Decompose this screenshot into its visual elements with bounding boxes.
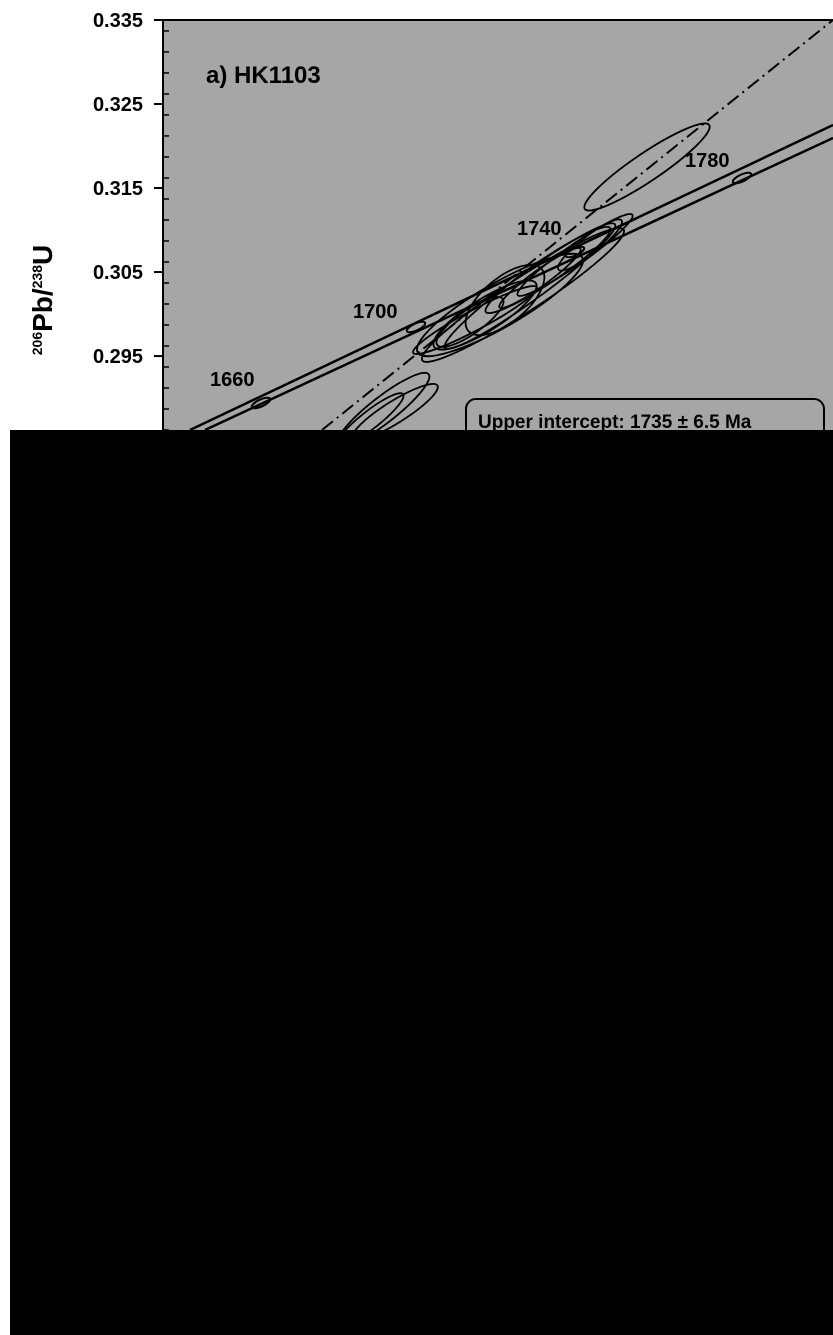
y-ticks: 0.335 0.325 0.315 0.305 0.295 bbox=[93, 10, 169, 431]
age-marker-1700 bbox=[405, 320, 427, 334]
y-label-isotope-238: 238 bbox=[29, 265, 45, 289]
y-tick-label: 0.315 bbox=[93, 178, 143, 200]
y-tick-label: 0.305 bbox=[93, 262, 143, 284]
error-ellipse bbox=[583, 122, 711, 212]
age-marker-1780 bbox=[731, 171, 753, 185]
age-label-1700: 1700 bbox=[353, 301, 398, 323]
discordia-line bbox=[321, 19, 833, 431]
error-ellipse bbox=[412, 285, 538, 355]
y-label-isotope-206: 206 bbox=[29, 332, 45, 356]
lower-mask bbox=[10, 430, 833, 1335]
age-markers bbox=[250, 171, 753, 410]
plot-area bbox=[163, 20, 833, 430]
y-tick-label: 0.325 bbox=[93, 94, 143, 116]
y-label-u: U bbox=[27, 245, 58, 265]
y-tick-label: 0.335 bbox=[93, 10, 143, 32]
chart-title: a) HK1103 bbox=[206, 62, 321, 89]
age-marker-1660 bbox=[250, 396, 272, 410]
age-label-1780: 1780 bbox=[685, 150, 730, 172]
error-ellipses bbox=[335, 122, 711, 449]
upper-intercept-text: Upper intercept: 1735 ± 6.5 Ma bbox=[478, 412, 752, 433]
age-label-1740: 1740 bbox=[517, 218, 562, 240]
y-axis-label: 206Pb/238U bbox=[27, 245, 58, 356]
error-ellipse bbox=[557, 218, 623, 272]
age-label-1660: 1660 bbox=[210, 369, 255, 391]
concordia-upper-edge bbox=[189, 123, 833, 432]
y-tick-label: 0.295 bbox=[93, 346, 143, 368]
y-label-pb: Pb/ bbox=[27, 288, 58, 332]
error-ellipse bbox=[464, 263, 546, 337]
error-ellipse bbox=[432, 279, 538, 351]
error-ellipse bbox=[498, 247, 582, 309]
